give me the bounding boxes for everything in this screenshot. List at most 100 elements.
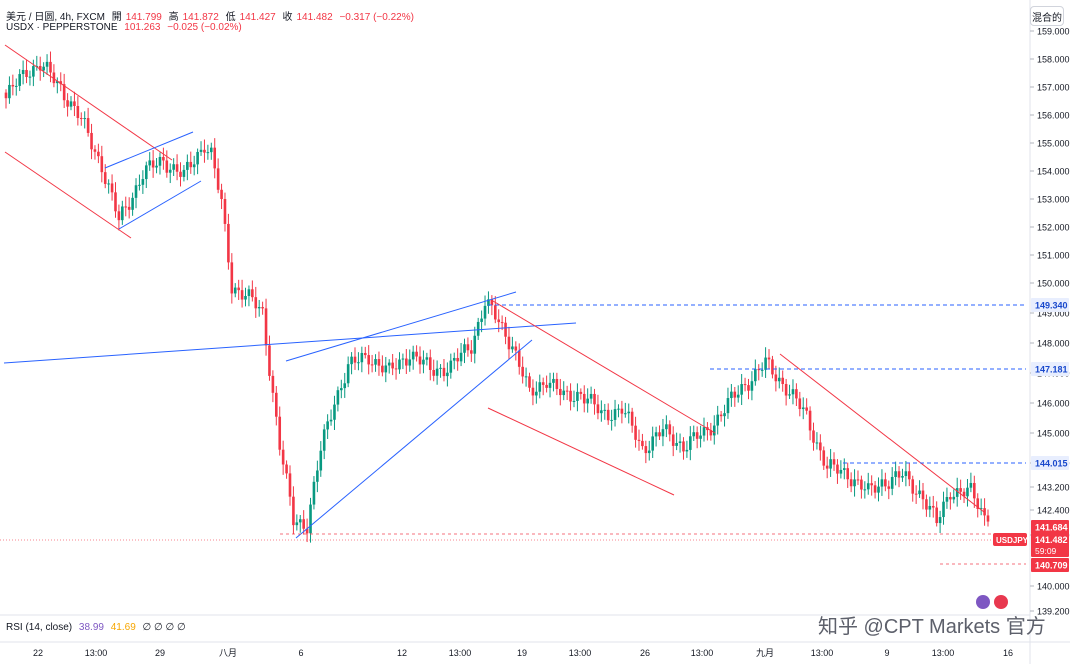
flag-channel-lower [118,180,202,230]
candle-body [25,69,28,78]
candle-body [908,471,911,480]
candle-body [935,507,938,524]
tag-140709-bg [1031,558,1069,572]
candle-body [240,290,244,300]
candle-body [374,359,377,365]
horizontal-trendline [3,322,577,364]
candle-body [281,449,285,465]
candle-body [661,429,665,437]
candle-body [610,419,613,421]
candle-body [774,374,778,382]
candle-body [565,390,569,392]
lightning-icon[interactable] [976,595,990,609]
candle-body [911,479,915,494]
candle-body [897,471,901,478]
candle-body [42,66,45,71]
candle-body [757,368,761,371]
candle-body [514,346,518,351]
candle-body [795,389,798,399]
x-tick-label: 九月 [756,648,774,658]
candle-body [110,183,114,193]
candle-body [452,357,456,361]
legend-symbol[interactable]: 美元 / 日圆, 4h, FXCM [6,12,105,23]
tag-140709: 140.709 [1035,561,1068,571]
candle-body [839,469,843,474]
y-tick-label: 157.000 [1037,83,1070,93]
candle-body [151,160,155,168]
candle-body [634,425,637,440]
watermark: 知乎 @CPT Markets 官方 [818,616,1046,638]
candle-body [764,357,767,370]
candle-body [175,164,179,172]
candle-body [589,393,593,399]
candle-body [808,410,812,431]
candle-body [162,156,165,161]
candle-body [367,355,370,365]
candle-body [418,356,422,365]
candle-body [11,84,15,87]
candle-body [148,160,152,166]
candle-body [767,357,771,360]
candle-body [736,394,740,398]
candle-body [28,76,32,78]
candle-body [949,497,952,500]
candle-body [760,369,764,371]
candle-body [415,351,418,357]
candle-body [333,404,336,420]
candle-body [309,504,312,534]
rsi-legend: RSI (14, close) 38.99 41.69 ∅ ∅ ∅ ∅ [6,622,190,633]
candle-body [788,394,791,396]
candle-body [360,352,364,363]
candle-body [487,299,490,306]
y-tick-label: 140.000 [1037,582,1070,592]
candle-body [411,351,415,360]
rsi-label[interactable]: RSI (14, close) [6,622,73,633]
downtrend-line-september [779,353,985,513]
rsi-extra-values: ∅ ∅ ∅ ∅ [142,622,186,633]
candle-body [305,528,309,534]
candle-body [466,344,470,351]
candle-body [531,387,535,396]
candle-body [182,169,186,177]
candle-body [312,481,316,505]
candle-body [723,413,726,417]
legend-high-label: 高 [168,12,179,23]
candle-body [777,377,781,382]
candle-body [186,161,189,170]
candle-body [199,149,203,152]
y-tick-label: 153.000 [1037,195,1070,205]
legend-change: −0.317 (−0.22%) [339,12,414,23]
candle-body [83,118,86,120]
x-tick-label: 13:00 [569,648,592,658]
candle-body [524,376,528,378]
candle-body [863,489,867,491]
compare-symbol[interactable]: USDX · PEPPERSTONE [6,22,118,33]
candle-body [439,367,442,369]
scale-mode-button[interactable]: 混合的 [1030,6,1064,26]
candle-body [405,358,408,366]
last-price-tag: 141.482 [1035,535,1068,545]
candle-body [812,430,815,443]
candle-body [155,165,158,168]
candle-body [873,485,877,493]
candle-body [52,72,56,84]
candle-body [490,299,494,306]
tag-147181: 147.181 [1035,365,1068,375]
candle-body [209,147,213,153]
candle-body [620,408,624,414]
x-tick-label: 22 [33,648,43,658]
candle-body [428,357,432,370]
candle-body [38,65,42,71]
candle-body [870,483,873,486]
candle-body [278,416,282,450]
candle-body [784,384,788,396]
candle-body [463,344,466,353]
candle-body [141,179,145,185]
candle-body [572,400,576,402]
candle-body [822,450,826,466]
candle-body [716,414,719,426]
candle-body [271,375,275,393]
candle-body [627,411,631,414]
candle-body [497,319,501,323]
